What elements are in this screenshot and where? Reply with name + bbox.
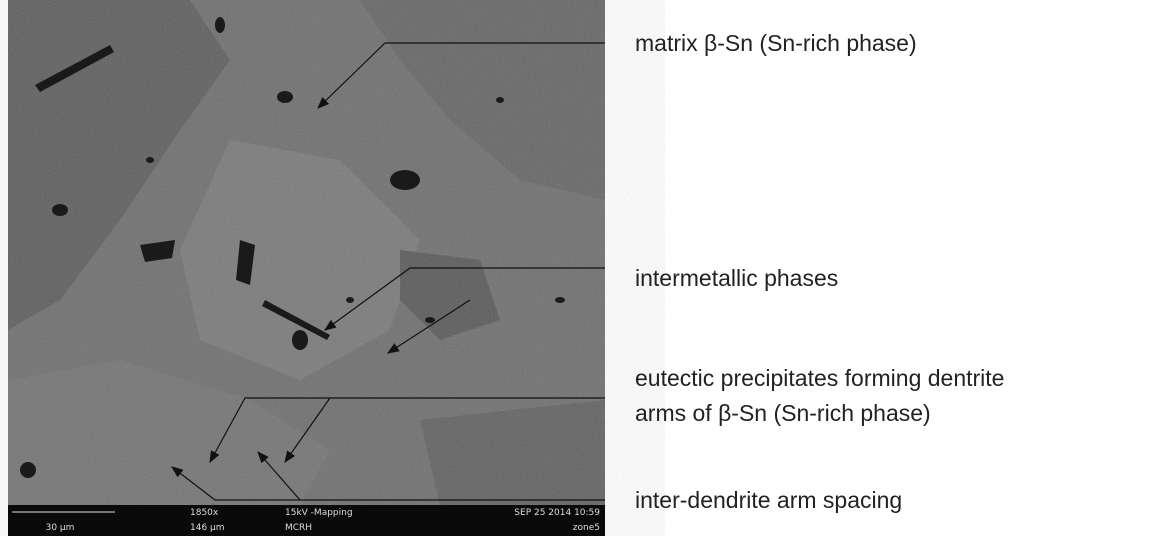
date: SEP 25 2014 10:59 (514, 508, 600, 518)
scale-label: 30 µm (46, 523, 75, 533)
annotation-label: matrix β-Sn (Sn-rich phase) (635, 30, 917, 56)
field-width: 146 µm (190, 523, 225, 533)
annotation-label: eutectic precipitates forming dentrite (635, 365, 1004, 391)
figure: 30 µm 1850x 146 µm 15kV -Mapping MCRH SE… (0, 0, 1160, 536)
annotation-label: intermetallic phases (635, 265, 838, 291)
magnification: 1850x (190, 508, 219, 518)
zone: zone5 (573, 523, 600, 533)
lab: MCRH (285, 523, 312, 533)
mode: 15kV -Mapping (285, 508, 353, 518)
annotation-label: inter-dendrite arm spacing (635, 487, 902, 513)
annotation-label: arms of β-Sn (Sn-rich phase) (635, 400, 931, 426)
